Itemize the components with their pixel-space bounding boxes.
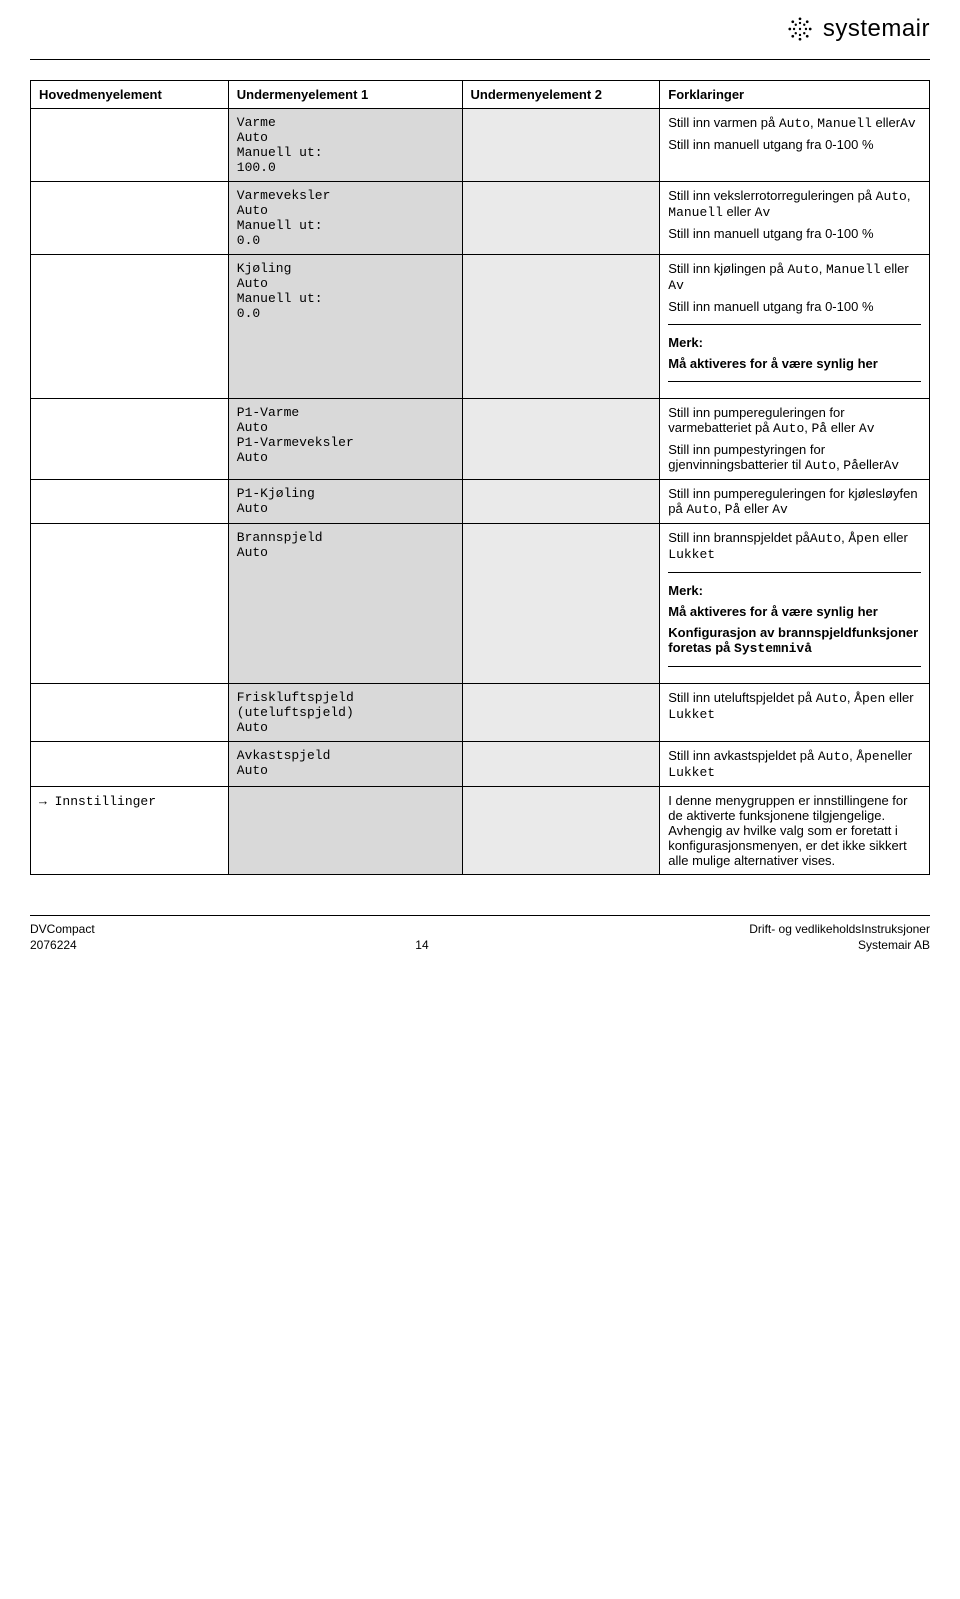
page-header: systemair [30, 0, 930, 60]
divider [668, 666, 921, 667]
table-row: Varmeveksler Auto Manuell ut: 0.0 Still … [31, 182, 930, 255]
footer-docnum: 2076224 [30, 938, 95, 952]
col-header-3: Undermenyelement 2 [462, 81, 660, 109]
explanation-text: Still inn kjølingen på Auto, Manuell ell… [668, 261, 921, 293]
note-text: Må aktiveres for å være synlig her [668, 604, 921, 619]
menu-table: Hovedmenyelement Undermenyelement 1 Unde… [30, 80, 930, 875]
submenu-text: Kjøling Auto Manuell ut: 0.0 [237, 261, 454, 321]
footer-doctitle: Drift- og vedlikeholdsInstruksjoner [749, 922, 930, 936]
table-row: Kjøling Auto Manuell ut: 0.0 Still inn k… [31, 255, 930, 399]
divider [668, 572, 921, 573]
explanation-text: Still inn brannspjeldet påAuto, Åpen ell… [668, 530, 921, 562]
brand: systemair [783, 12, 930, 46]
table-row: Avkastspjeld Auto Still inn avkastspjeld… [31, 742, 930, 787]
explanation-text: Still inn manuell utgang fra 0-100 % [668, 299, 921, 314]
note-heading: Merk: [668, 335, 921, 350]
explanation-text: I denne menygruppen er innstillingene fo… [668, 793, 921, 868]
brand-logo-icon [783, 12, 817, 46]
footer-product: DVCompact [30, 922, 95, 936]
submenu-text: P1-Kjøling Auto [237, 486, 454, 516]
col-header-4: Forklaringer [660, 81, 930, 109]
footer-company: Systemair AB [749, 938, 930, 952]
mainmenu-text: → Innstillinger [39, 794, 156, 809]
col-header-2: Undermenyelement 1 [228, 81, 462, 109]
content: Hovedmenyelement Undermenyelement 1 Unde… [0, 60, 960, 885]
col-header-1: Hovedmenyelement [31, 81, 229, 109]
explanation-text: Still inn varmen på Auto, Manuell ellerA… [668, 115, 921, 131]
brand-text: systemair [823, 15, 930, 43]
table-row: Friskluftspjeld (uteluftspjeld) Auto Sti… [31, 684, 930, 742]
table-row: Brannspjeld Auto Still inn brannspjeldet… [31, 524, 930, 684]
note-heading: Merk: [668, 583, 921, 598]
page-footer: DVCompact 2076224 14 Drift- og vedlikeho… [30, 915, 930, 952]
divider [668, 381, 921, 382]
explanation-text: Still inn pumpestyringen for gjenvinning… [668, 442, 921, 473]
submenu-text: P1-Varme Auto P1-Varmeveksler Auto [237, 405, 454, 465]
explanation-text: Still inn manuell utgang fra 0-100 % [668, 226, 921, 241]
explanation-text: Still inn vekslerrotorreguleringen på Au… [668, 188, 921, 220]
explanation-text: Still inn pumpereguleringen for kjøleslø… [668, 486, 921, 517]
footer-pagenum: 14 [415, 938, 428, 952]
note-text: Må aktiveres for å være synlig her [668, 356, 921, 371]
table-row: Varme Auto Manuell ut: 100.0 Still inn v… [31, 109, 930, 182]
table-row: P1-Kjøling Auto Still inn pumperegulerin… [31, 480, 930, 524]
submenu-text: Varmeveksler Auto Manuell ut: 0.0 [237, 188, 454, 248]
table-row: P1-Varme Auto P1-Varmeveksler Auto Still… [31, 399, 930, 480]
submenu-text: Varme Auto Manuell ut: 100.0 [237, 115, 454, 175]
submenu-text: Avkastspjeld Auto [237, 748, 454, 778]
explanation-text: Still inn manuell utgang fra 0-100 % [668, 137, 921, 152]
divider [668, 324, 921, 325]
submenu-text: Friskluftspjeld (uteluftspjeld) Auto [237, 690, 454, 735]
explanation-text: Still inn pumpereguleringen for varmebat… [668, 405, 921, 436]
table-row: → Innstillinger I denne menygruppen er i… [31, 787, 930, 875]
config-text: Konfigurasjon av brannspjeldfunksjoner f… [668, 625, 921, 656]
submenu-text: Brannspjeld Auto [237, 530, 454, 560]
explanation-text: Still inn avkastspjeldet på Auto, Åpenel… [668, 748, 921, 780]
explanation-text: Still inn uteluftspjeldet på Auto, Åpen … [668, 690, 921, 722]
